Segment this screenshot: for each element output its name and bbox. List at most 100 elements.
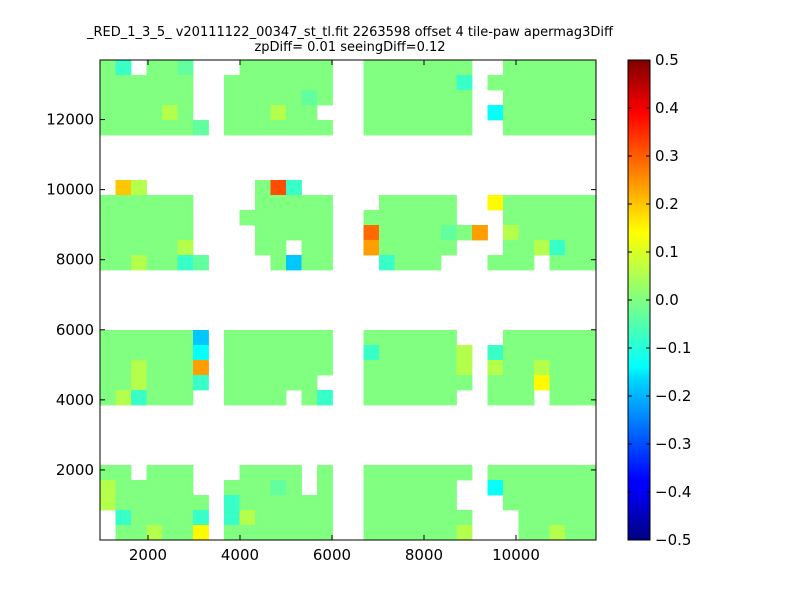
heatmap-cell xyxy=(317,225,333,241)
heatmap-cell xyxy=(162,480,178,496)
heatmap-cell xyxy=(410,510,426,526)
heatmap-cell xyxy=(270,240,287,256)
heatmap-cell xyxy=(472,225,488,241)
heatmap-cell xyxy=(115,525,132,541)
heatmap-cell xyxy=(270,345,287,361)
heatmap-cell xyxy=(255,480,271,496)
heatmap-cell xyxy=(410,90,426,106)
y-axis: 2000 4000 6000 8000 10000 12000 xyxy=(46,111,596,479)
heatmap-cell xyxy=(239,510,256,526)
heatmap-cell xyxy=(549,525,566,541)
heatmap-cell xyxy=(286,525,302,541)
heatmap-cell xyxy=(549,240,566,256)
x-tick-label: 8000 xyxy=(405,546,443,564)
heatmap-cell xyxy=(379,255,395,271)
heatmap-cell xyxy=(115,330,132,346)
heatmap-cell xyxy=(487,480,504,496)
heatmap-cell xyxy=(162,375,178,391)
heatmap-cell xyxy=(286,105,302,121)
heatmap-cell xyxy=(100,360,116,376)
heatmap-cell xyxy=(115,60,132,76)
heatmap-cell xyxy=(317,210,333,226)
heatmap-cell xyxy=(425,240,442,256)
heatmap-cell xyxy=(503,255,519,271)
heatmap-cell xyxy=(255,105,271,121)
heatmap-cell xyxy=(441,345,457,361)
heatmap-cell xyxy=(286,480,302,496)
heatmap-cell xyxy=(456,225,473,241)
heatmap-cell xyxy=(162,225,178,241)
heatmap-cell xyxy=(503,75,519,91)
heatmap-cell xyxy=(131,480,147,496)
heatmap-cell xyxy=(177,510,194,526)
heatmap-cell xyxy=(270,60,287,76)
heatmap-cell xyxy=(394,225,411,241)
heatmap-cell xyxy=(239,375,256,391)
heatmap-cell xyxy=(503,390,519,406)
heatmap-cell xyxy=(100,240,116,256)
heatmap-cell xyxy=(177,90,194,106)
heatmap-cell xyxy=(534,330,550,346)
heatmap-cell xyxy=(146,60,163,76)
heatmap-cell xyxy=(580,120,597,136)
colorbar-tick-label: 0.2 xyxy=(655,195,679,213)
heatmap-cell xyxy=(518,120,535,136)
heatmap-cell xyxy=(425,120,442,136)
heatmap-cell xyxy=(100,330,116,346)
heatmap-cell xyxy=(177,345,194,361)
heatmap-cell xyxy=(146,525,163,541)
heatmap-cell xyxy=(193,495,209,511)
heatmap-cell xyxy=(131,120,147,136)
heatmap-cell xyxy=(224,525,240,541)
heatmap-cell xyxy=(131,105,147,121)
heatmap-cell xyxy=(239,60,256,76)
heatmap-cell xyxy=(177,120,194,136)
heatmap-cell xyxy=(534,465,550,481)
heatmap-cell xyxy=(441,195,457,211)
x-tick-label: 6000 xyxy=(313,546,351,564)
heatmap-cell xyxy=(146,105,163,121)
heatmap-cell xyxy=(425,330,442,346)
heatmap-cell xyxy=(534,345,550,361)
heatmap-cell xyxy=(146,480,163,496)
heatmap-cell xyxy=(270,480,287,496)
heatmap-cell xyxy=(301,390,318,406)
heatmap-cell xyxy=(379,390,395,406)
heatmap-cell xyxy=(224,330,240,346)
heatmap-cell xyxy=(410,195,426,211)
heatmap-cell xyxy=(317,390,333,406)
heatmap-cell xyxy=(224,360,240,376)
heatmap-cell xyxy=(255,495,271,511)
heatmap-cell xyxy=(286,210,302,226)
heatmap-cell xyxy=(131,510,147,526)
heatmap-cell xyxy=(301,525,318,541)
heatmap-cell xyxy=(317,495,333,511)
heatmap-cell xyxy=(162,90,178,106)
heatmap-cell xyxy=(131,495,147,511)
heatmap-cell xyxy=(131,360,147,376)
heatmap-cell xyxy=(239,75,256,91)
heatmap-cell xyxy=(410,360,426,376)
heatmap-cell xyxy=(286,195,302,211)
heatmap-cell xyxy=(410,240,426,256)
x-tick-label: 4000 xyxy=(221,546,259,564)
heatmap-cell xyxy=(534,525,550,541)
heatmap-cell xyxy=(425,390,442,406)
heatmap-cell xyxy=(379,75,395,91)
heatmap-cell xyxy=(100,60,116,76)
heatmap-cell xyxy=(146,375,163,391)
heatmap-cell xyxy=(177,225,194,241)
heatmap-cell xyxy=(580,90,597,106)
heatmap-cell xyxy=(441,225,457,241)
heatmap-cell xyxy=(534,90,550,106)
heatmap-cell xyxy=(549,330,566,346)
heatmap-cell xyxy=(425,60,442,76)
heatmap-cell xyxy=(394,345,411,361)
heatmap-cell xyxy=(255,360,271,376)
colorbar-tick-label: −0.4 xyxy=(655,483,691,501)
heatmap-cell xyxy=(177,60,194,76)
heatmap-cell xyxy=(379,105,395,121)
heatmap-cell xyxy=(456,105,473,121)
heatmap-cell xyxy=(286,75,302,91)
colorbar-axis: 0.5 0.4 0.3 0.2 0.1 0.0 −0.1 −0.2 −0.3 −0.4 −0.5 xyxy=(628,51,691,549)
